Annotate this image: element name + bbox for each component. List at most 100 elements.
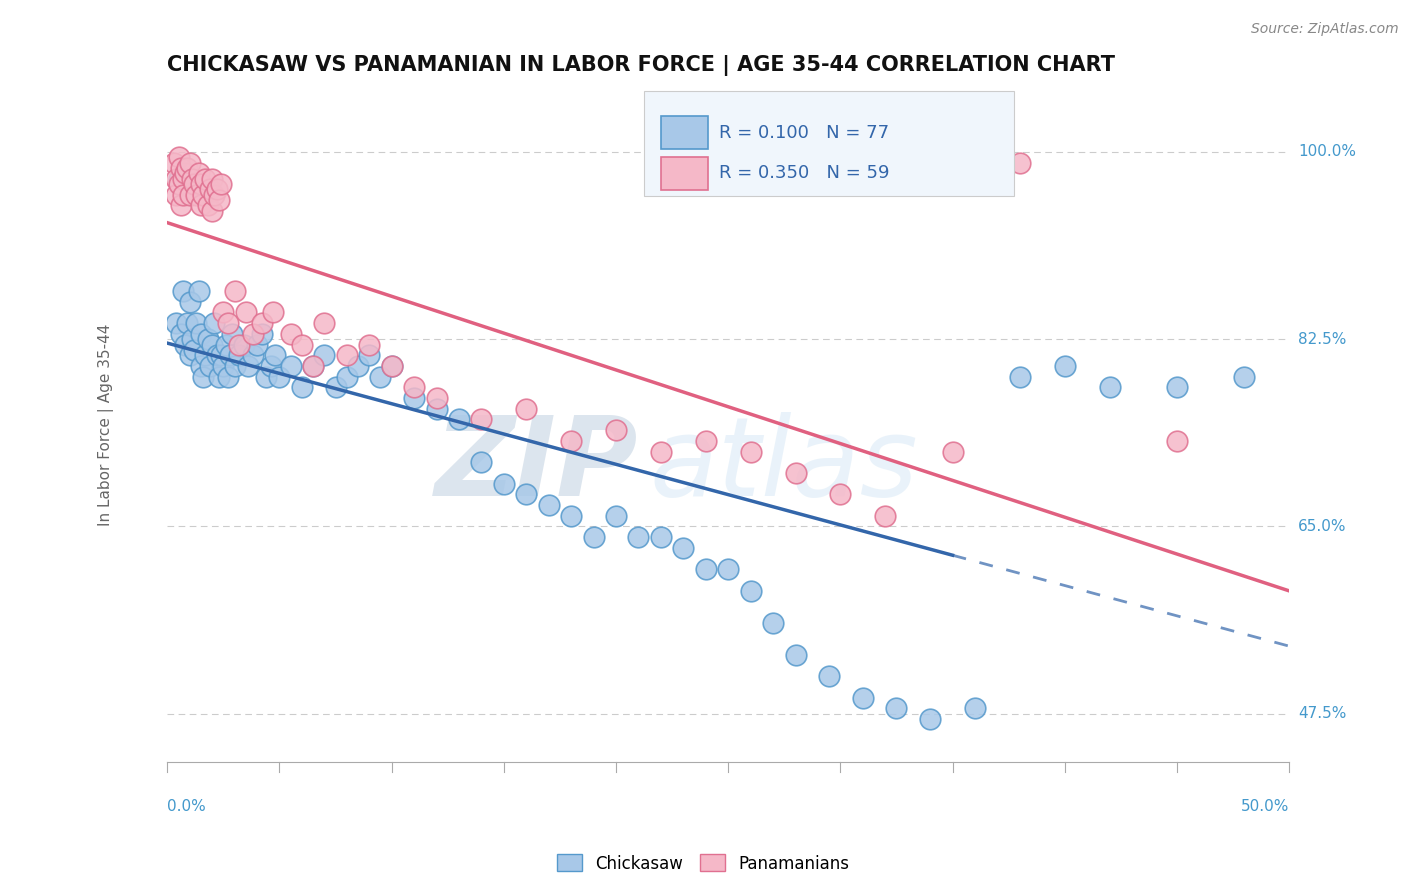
Point bbox=[208, 369, 231, 384]
Text: ZIP: ZIP bbox=[434, 412, 638, 519]
Point bbox=[1098, 380, 1121, 394]
Point bbox=[650, 444, 672, 458]
Point bbox=[183, 343, 205, 357]
Point bbox=[920, 712, 942, 726]
Point bbox=[404, 380, 426, 394]
Point bbox=[217, 369, 239, 384]
Point bbox=[242, 348, 264, 362]
Point bbox=[470, 455, 492, 469]
Point bbox=[852, 690, 875, 705]
Point bbox=[165, 187, 187, 202]
Point bbox=[228, 337, 250, 351]
Point bbox=[425, 401, 447, 416]
Text: CHICKASAW VS PANAMANIAN IN LABOR FORCE | AGE 35-44 CORRELATION CHART: CHICKASAW VS PANAMANIAN IN LABOR FORCE |… bbox=[167, 55, 1115, 76]
Point bbox=[163, 155, 186, 169]
Point bbox=[314, 348, 336, 362]
Point bbox=[314, 316, 336, 330]
Point bbox=[515, 487, 537, 501]
Point bbox=[886, 701, 908, 715]
FancyBboxPatch shape bbox=[661, 116, 709, 149]
Point bbox=[785, 648, 807, 662]
Point bbox=[325, 380, 347, 394]
Point bbox=[672, 541, 695, 555]
Point bbox=[627, 530, 650, 544]
Point bbox=[197, 198, 219, 212]
Point bbox=[447, 412, 470, 426]
Point bbox=[174, 166, 197, 180]
Point bbox=[359, 337, 381, 351]
Point bbox=[370, 369, 392, 384]
Point bbox=[201, 337, 224, 351]
Point bbox=[302, 359, 325, 373]
Point bbox=[224, 359, 246, 373]
Point bbox=[170, 326, 193, 341]
Point bbox=[560, 434, 582, 448]
Text: 100.0%: 100.0% bbox=[1298, 145, 1357, 160]
Point bbox=[942, 444, 965, 458]
Point bbox=[291, 337, 314, 351]
Point bbox=[695, 562, 717, 576]
Point bbox=[381, 359, 404, 373]
Point bbox=[172, 187, 194, 202]
Point bbox=[201, 171, 224, 186]
Point bbox=[174, 337, 197, 351]
Point bbox=[190, 177, 212, 191]
Point bbox=[193, 369, 215, 384]
Point bbox=[176, 161, 198, 175]
Point bbox=[359, 348, 381, 362]
Point bbox=[201, 203, 224, 218]
Point bbox=[212, 305, 235, 319]
Point bbox=[515, 401, 537, 416]
Point bbox=[1233, 369, 1256, 384]
Point bbox=[181, 332, 204, 346]
Point bbox=[232, 337, 254, 351]
FancyBboxPatch shape bbox=[661, 157, 709, 190]
Point bbox=[217, 316, 239, 330]
Text: 50.0%: 50.0% bbox=[1240, 799, 1289, 814]
Point bbox=[381, 359, 404, 373]
Point bbox=[212, 359, 235, 373]
Point bbox=[1053, 359, 1076, 373]
Point bbox=[470, 412, 492, 426]
Point bbox=[717, 562, 740, 576]
Point bbox=[214, 337, 236, 351]
Point bbox=[172, 171, 194, 186]
Point bbox=[172, 284, 194, 298]
Point bbox=[404, 391, 426, 405]
Point bbox=[202, 187, 225, 202]
Point bbox=[259, 359, 281, 373]
Point bbox=[197, 332, 219, 346]
Point bbox=[280, 359, 302, 373]
Point bbox=[650, 530, 672, 544]
Point bbox=[193, 187, 215, 202]
Point bbox=[190, 326, 212, 341]
Point bbox=[582, 530, 605, 544]
Point bbox=[291, 380, 314, 394]
Point bbox=[963, 701, 986, 715]
Text: atlas: atlas bbox=[650, 412, 918, 519]
Point bbox=[740, 444, 762, 458]
FancyBboxPatch shape bbox=[644, 91, 1014, 195]
Point bbox=[167, 150, 190, 164]
Point bbox=[347, 359, 370, 373]
Point bbox=[740, 583, 762, 598]
Point bbox=[1008, 155, 1031, 169]
Text: 47.5%: 47.5% bbox=[1298, 706, 1347, 721]
Text: In Labor Force | Age 35-44: In Labor Force | Age 35-44 bbox=[97, 324, 114, 526]
Point bbox=[221, 326, 243, 341]
Point bbox=[302, 359, 325, 373]
Point bbox=[179, 348, 201, 362]
Point bbox=[537, 498, 560, 512]
Text: R = 0.100   N = 77: R = 0.100 N = 77 bbox=[720, 124, 890, 142]
Point bbox=[186, 316, 208, 330]
Point bbox=[250, 326, 273, 341]
Point bbox=[194, 171, 217, 186]
Point bbox=[235, 305, 257, 319]
Point bbox=[176, 316, 198, 330]
Legend: Chickasaw, Panamanians: Chickasaw, Panamanians bbox=[550, 847, 856, 880]
Point bbox=[198, 359, 221, 373]
Point bbox=[785, 466, 807, 480]
Point bbox=[264, 348, 287, 362]
Point bbox=[1166, 380, 1188, 394]
Point bbox=[246, 337, 269, 351]
